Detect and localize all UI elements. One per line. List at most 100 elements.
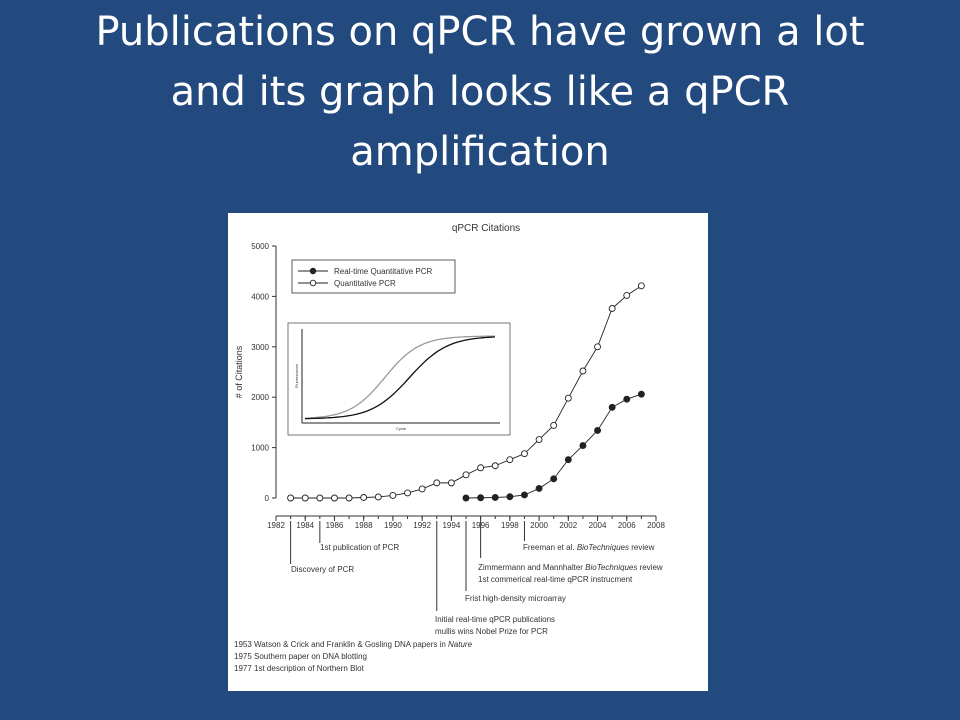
timeline-label-part: Discovery of PCR	[291, 565, 354, 574]
x-tick-label: 1990	[384, 521, 402, 530]
data-point-0	[637, 390, 645, 398]
footnote-line-part: 1975 Southern paper on DNA blotting	[234, 652, 367, 661]
x-tick-label: 1998	[501, 521, 519, 530]
data-point-1	[433, 479, 441, 487]
legend-box	[291, 259, 456, 294]
footnote-line-part: Nature	[448, 640, 473, 649]
data-point-1	[331, 494, 338, 502]
data-point-1	[637, 282, 645, 290]
timeline-label-part: Frist high-density microarray	[465, 594, 566, 603]
timeline-label-part: Initial real-time qPCR publications	[435, 615, 555, 624]
data-point-1	[374, 493, 382, 501]
data-point-1	[535, 436, 543, 443]
data-point-1	[594, 343, 601, 351]
data-point-0	[608, 403, 616, 411]
timeline-label: Discovery of PCR	[291, 565, 354, 574]
data-point-1	[404, 489, 411, 497]
x-tick-label: 1992	[413, 521, 431, 530]
chart-title: qPCR Citations	[452, 223, 520, 234]
y-tick-label: 5000	[251, 242, 269, 251]
data-point-1	[550, 421, 558, 429]
y-tick-label: 2000	[251, 393, 269, 402]
timeline-label-part: Freeman et al.	[523, 543, 577, 552]
chart-figure: qPCR Citations 0 1000 2000 3000 4000 5000 # of …	[228, 213, 708, 691]
x-tick-label: 1988	[355, 521, 373, 530]
inset-x-label: Cycle	[396, 426, 407, 431]
x-tick-label: 1986	[326, 521, 344, 530]
x-tick-label: 2000	[530, 521, 548, 530]
data-point-1	[623, 291, 631, 299]
data-point-0	[594, 427, 601, 434]
title-line-3: amplification	[350, 129, 610, 175]
timeline-label-part: 1st commerical real-time qPCR instrucmen…	[478, 575, 633, 584]
timeline-label: Zimmermann and Mannhalter BioTechniques …	[478, 563, 663, 572]
data-point-1	[521, 450, 528, 458]
data-point-1	[506, 456, 514, 464]
data-point-0	[564, 456, 572, 464]
data-point-1	[462, 471, 470, 479]
timeline-label: 1st commerical real-time qPCR instrucmen…	[478, 575, 633, 584]
x-tick-label: 1982	[267, 521, 285, 530]
inset-curve-0	[304, 335, 496, 419]
data-point-0	[521, 491, 528, 499]
x-tick-label: 2008	[647, 521, 665, 530]
y-tick-label: 4000	[251, 292, 269, 301]
data-point-0	[535, 484, 543, 492]
x-tick-label: 1984	[296, 521, 314, 530]
timeline-label: Initial real-time qPCR publications	[435, 615, 555, 624]
data-point-1	[301, 494, 309, 502]
timeline-label-part: review	[637, 563, 663, 572]
footnote-line-part: 1977 1st description of Northern Blot	[234, 664, 365, 673]
timeline-label-part: review	[629, 543, 655, 552]
data-point-1	[360, 494, 368, 501]
legend-marker	[309, 267, 317, 275]
data-point-1	[316, 494, 324, 502]
legend-marker	[309, 279, 317, 287]
timeline-label: Frist high-density microarray	[465, 594, 566, 603]
footnote-line: 1975 Southern paper on DNA blotting	[234, 652, 367, 661]
data-point-0	[550, 475, 558, 483]
data-point-1	[447, 479, 455, 487]
inset-y-label: Fluorescence	[294, 363, 299, 388]
timeline-label-part: Zimmermann and Mannhalter	[478, 563, 585, 572]
timeline-label-part: BioTechniques	[577, 543, 629, 552]
timeline-label-part: mullis wins Nobel Prize for PCR	[435, 627, 548, 636]
data-point-1	[491, 462, 499, 470]
data-point-0	[462, 494, 470, 502]
footnote-line: 1977 1st description of Northern Blot	[234, 664, 365, 673]
data-point-1	[287, 494, 295, 502]
y-axis-label: # of Citations	[234, 345, 244, 398]
y-tick-label: 0	[265, 494, 270, 503]
x-tick-label: 2002	[559, 521, 577, 530]
data-point-1	[418, 485, 426, 493]
timeline-label-part: 1st publication of PCR	[320, 543, 399, 552]
data-point-1	[389, 492, 397, 499]
data-point-0	[579, 442, 587, 450]
timeline-label: mullis wins Nobel Prize for PCR	[435, 627, 548, 636]
legend-label: Real-time Quantitative PCR	[334, 267, 432, 276]
y-tick-label: 3000	[251, 343, 269, 352]
x-tick-label: 1994	[442, 521, 460, 530]
title-line-2: and its graph looks like a qPCR	[170, 69, 790, 115]
data-point-1	[608, 305, 616, 312]
data-point-1	[345, 494, 353, 502]
qpcr-citations-chart: qPCR Citations 0 1000 2000 3000 4000 5000 # of …	[234, 223, 665, 673]
data-point-1	[477, 464, 485, 472]
footnote-line-part: 1953 Watson & Crick and Franklin & Gosli…	[234, 640, 448, 649]
timeline-label: Freeman et al. BioTechniques review	[523, 543, 655, 552]
x-tick-label: 2006	[618, 521, 636, 530]
footnote-line: 1953 Watson & Crick and Franklin & Gosli…	[234, 640, 473, 649]
y-tick-label: 1000	[251, 444, 269, 453]
title-line-1: Publications on qPCR have grown a lot	[95, 9, 865, 55]
data-point-1	[579, 367, 587, 375]
data-point-1	[564, 394, 572, 402]
data-point-0	[491, 494, 499, 501]
legend-label: Quantitative PCR	[334, 279, 396, 288]
x-tick-label: 2004	[589, 521, 607, 530]
timeline-label: 1st publication of PCR	[320, 543, 399, 552]
data-point-0	[477, 494, 485, 502]
inset-curve-1	[304, 336, 496, 420]
data-point-0	[506, 493, 514, 501]
data-point-0	[623, 395, 631, 403]
slide-title: Publications on qPCR have grown a lot an…	[20, 2, 940, 182]
